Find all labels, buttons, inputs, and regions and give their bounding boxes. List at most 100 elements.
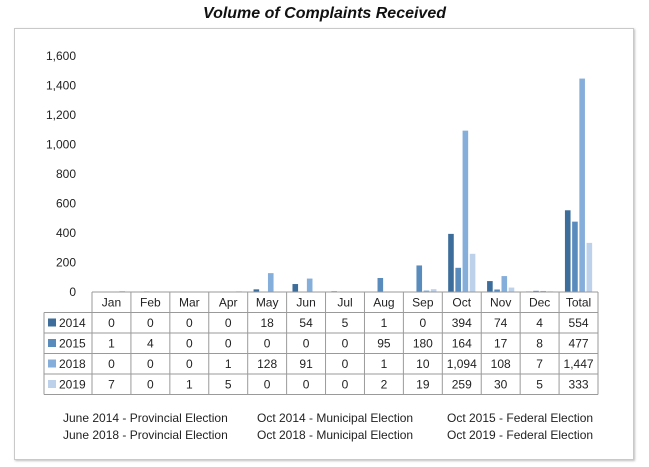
- data-label: 19: [416, 378, 430, 392]
- data-label: 0: [342, 337, 349, 351]
- category-label: Jul: [337, 296, 352, 310]
- y-tick-label: 600: [56, 197, 76, 211]
- legend-key-2015: [48, 339, 56, 347]
- data-label: 0: [186, 357, 193, 371]
- y-tick-label: 400: [56, 226, 76, 240]
- data-label: 4: [147, 337, 154, 351]
- note-oct-2018: Oct 2018 - Municipal Election: [257, 428, 414, 442]
- data-label: 18: [260, 316, 274, 330]
- bar-2015-sep: [416, 265, 423, 292]
- data-label: 8: [536, 337, 543, 351]
- chart-title: Volume of Complaints Received: [202, 5, 446, 22]
- bar-2015-total: [572, 221, 578, 292]
- data-label: 1,094: [447, 357, 477, 371]
- data-label: 108: [491, 357, 511, 371]
- bar-2018-dec: [540, 290, 547, 292]
- data-label: 5: [342, 316, 349, 330]
- bar-2018-jun: [306, 278, 313, 292]
- data-label: 1: [108, 337, 115, 351]
- data-label: 10: [416, 357, 430, 371]
- data-label: 0: [264, 337, 271, 351]
- data-label: 7: [108, 378, 115, 392]
- bar-2019-total: [586, 242, 593, 292]
- bar-2014-may: [253, 289, 260, 292]
- category-label: Aug: [373, 296, 394, 310]
- data-label: 477: [569, 337, 589, 351]
- data-label: 259: [452, 378, 472, 392]
- data-label: 91: [299, 357, 313, 371]
- data-label: 1: [186, 378, 193, 392]
- data-label: 2: [381, 378, 388, 392]
- data-label: 5: [225, 378, 232, 392]
- bar-2019-oct: [469, 253, 476, 292]
- bar-2018-nov: [501, 276, 508, 292]
- bar-2015-nov: [494, 289, 500, 292]
- bar-2015-aug: [377, 277, 384, 292]
- bar-2014-jun: [292, 284, 299, 292]
- data-label: 7: [536, 357, 543, 371]
- category-label: Jun: [296, 296, 315, 310]
- data-label: 0: [108, 316, 115, 330]
- data-label: 128: [257, 357, 277, 371]
- legend-key-2019: [48, 380, 56, 388]
- category-label: Oct: [452, 296, 471, 310]
- category-label: Jan: [102, 296, 121, 310]
- data-label: 1: [381, 357, 388, 371]
- bar-2018-oct: [462, 130, 469, 292]
- y-tick-label: 0: [69, 285, 76, 299]
- y-tick-label: 1,200: [46, 108, 76, 122]
- bar-2015-dec: [533, 290, 539, 292]
- data-label: 17: [494, 337, 508, 351]
- data-label: 0: [186, 316, 193, 330]
- category-label: Apr: [219, 296, 238, 310]
- data-label: 1: [381, 316, 388, 330]
- note-oct-2014: Oct 2014 - Municipal Election: [257, 411, 414, 425]
- y-tick-label: 800: [56, 167, 76, 181]
- data-label: 554: [569, 316, 589, 330]
- data-label: 0: [147, 316, 154, 330]
- bar-2019-sep: [430, 289, 437, 292]
- data-label: 0: [303, 378, 310, 392]
- legend-label-2014: 2014: [59, 316, 86, 330]
- category-label: May: [256, 296, 279, 310]
- data-label: 54: [299, 316, 313, 330]
- data-label: 30: [494, 378, 508, 392]
- data-label: 0: [186, 337, 193, 351]
- note-june-2018: June 2018 - Provincial Election: [63, 428, 228, 442]
- bar-2019-jan: [119, 290, 126, 292]
- bar-2018-total: [579, 78, 585, 292]
- data-label: 180: [413, 337, 433, 351]
- bar-2014-nov: [487, 281, 493, 292]
- legend-key-2014: [48, 318, 56, 327]
- data-label: 0: [420, 316, 427, 330]
- bar-2014-oct: [448, 233, 454, 292]
- data-label: 0: [303, 337, 310, 351]
- legend-label-2019: 2019: [59, 378, 86, 392]
- y-tick-label: 1,000: [46, 138, 76, 152]
- note-june-2014: June 2014 - Provincial Election: [63, 411, 228, 425]
- note-oct-2019: Oct 2019 - Federal Election: [447, 428, 594, 442]
- bar-2019-nov: [508, 287, 515, 292]
- data-label: 95: [377, 337, 391, 351]
- category-label: Mar: [179, 296, 200, 310]
- category-label: Total: [566, 296, 591, 310]
- data-label: 74: [494, 316, 508, 330]
- category-label: Feb: [140, 296, 161, 310]
- y-tick-label: 1,400: [46, 79, 76, 93]
- bar-2014-total: [564, 210, 571, 292]
- data-label: 1,447: [564, 357, 594, 371]
- category-label: Nov: [490, 296, 511, 310]
- legend-label-2015: 2015: [59, 337, 86, 351]
- data-label: 1: [225, 357, 232, 371]
- chart-frame: [14, 28, 634, 460]
- data-label: 0: [225, 337, 232, 351]
- y-tick-label: 200: [56, 256, 76, 270]
- bar-2015-oct: [455, 267, 461, 292]
- data-label: 0: [342, 357, 349, 371]
- data-label: 5: [536, 378, 543, 392]
- data-label: 164: [452, 337, 472, 351]
- data-label: 0: [264, 378, 271, 392]
- data-label: 4: [536, 316, 543, 330]
- data-label: 0: [147, 357, 154, 371]
